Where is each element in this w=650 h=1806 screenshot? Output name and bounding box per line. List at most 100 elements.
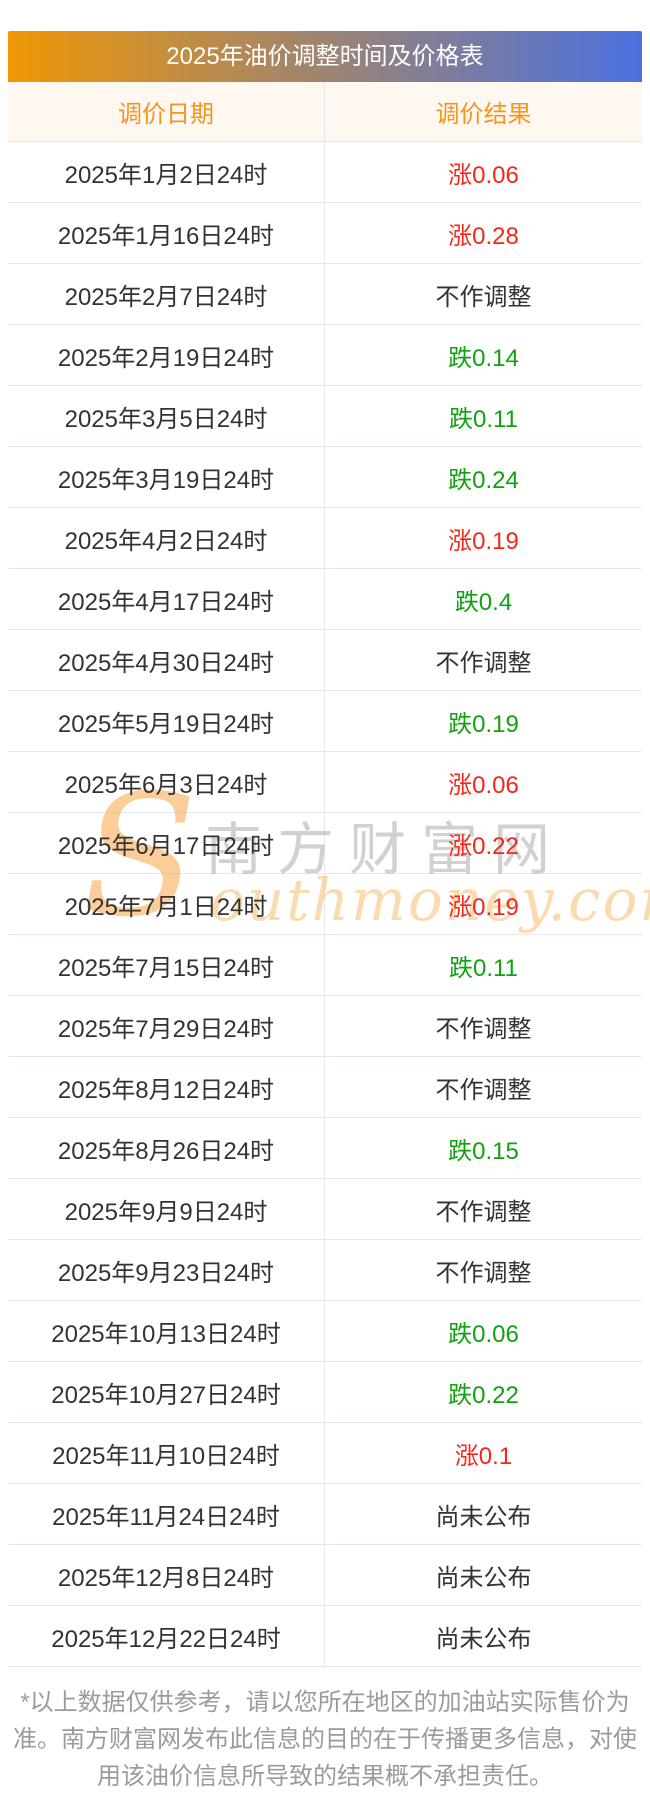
table-row: 2025年11月24日24时 尚未公布 [8, 1484, 642, 1545]
date-cell: 2025年4月2日24时 [8, 508, 325, 568]
result-cell: 涨0.06 [325, 752, 642, 812]
table-row: 2025年6月3日24时 涨0.06 [8, 752, 642, 813]
table-row: 2025年7月15日24时 跌0.11 [8, 935, 642, 996]
date-value: 2025年3月19日24时 [57, 466, 275, 494]
date-value: 2025年1月16日24时 [57, 222, 275, 250]
result-value: 尚未公布 [435, 1625, 532, 1653]
result-value: 跌0.11 [449, 954, 518, 982]
table-row: 2025年1月16日24时 涨0.28 [8, 203, 642, 264]
date-value: 2025年6月17日24时 [57, 832, 275, 860]
table-row: 2025年10月27日24时 跌0.22 [8, 1362, 642, 1423]
result-value: 不作调整 [435, 1015, 532, 1043]
table-row: 2025年7月1日24时 涨0.19 [8, 874, 642, 935]
table-row: 2025年9月23日24时 不作调整 [8, 1240, 642, 1301]
result-value: 跌0.06 [448, 1320, 519, 1348]
date-value: 2025年10月13日24时 [51, 1320, 281, 1348]
table-row: 2025年11月10日24时 涨0.1 [8, 1423, 642, 1484]
date-value: 2025年4月17日24时 [57, 588, 275, 616]
date-value: 2025年9月9日24时 [64, 1198, 268, 1226]
result-cell: 尚未公布 [325, 1545, 642, 1605]
date-cell: 2025年1月2日24时 [8, 142, 325, 202]
table-header-row: 调价日期 调价结果 [8, 82, 642, 142]
table-row: 2025年3月19日24时 跌0.24 [8, 447, 642, 508]
result-cell: 跌0.11 [325, 935, 642, 995]
result-cell: 尚未公布 [325, 1484, 642, 1544]
date-cell: 2025年7月15日24时 [8, 935, 325, 995]
date-value: 2025年6月3日24时 [64, 771, 268, 799]
result-cell: 涨0.22 [325, 813, 642, 873]
column-header-result-label: 调价结果 [435, 101, 532, 128]
result-cell: 涨0.28 [325, 203, 642, 263]
result-cell: 跌0.11 [325, 386, 642, 446]
date-cell: 2025年7月1日24时 [8, 874, 325, 934]
date-cell: 2025年10月13日24时 [8, 1301, 325, 1361]
date-cell: 2025年4月17日24时 [8, 569, 325, 629]
date-cell: 2025年8月12日24时 [8, 1057, 325, 1117]
result-cell: 不作调整 [325, 1240, 642, 1300]
result-cell: 跌0.06 [325, 1301, 642, 1361]
result-cell: 跌0.14 [325, 325, 642, 385]
date-value: 2025年8月26日24时 [57, 1137, 275, 1165]
result-value: 跌0.24 [448, 466, 519, 494]
table-row: 2025年12月8日24时 尚未公布 [8, 1545, 642, 1606]
result-value: 不作调整 [435, 283, 532, 311]
table-row: 2025年8月12日24时 不作调整 [8, 1057, 642, 1118]
date-value: 2025年2月7日24时 [64, 283, 268, 311]
result-cell: 跌0.15 [325, 1118, 642, 1178]
result-value: 跌0.22 [448, 1381, 519, 1409]
date-cell: 2025年6月17日24时 [8, 813, 325, 873]
result-value: 跌0.19 [448, 710, 519, 738]
result-value: 涨0.22 [448, 832, 519, 860]
date-value: 2025年12月22日24时 [51, 1625, 281, 1653]
table-row: 2025年2月7日24时 不作调整 [8, 264, 642, 325]
date-value: 2025年4月2日24时 [64, 527, 268, 555]
date-cell: 2025年12月22日24时 [8, 1606, 325, 1666]
result-cell: 涨0.1 [325, 1423, 642, 1483]
disclaimer-text: *以上数据仅供参考，请以您所在地区的加油站实际售价为准。南方财富网发布此信息的目… [13, 1689, 637, 1790]
date-value: 2025年11月24日24时 [52, 1503, 280, 1531]
date-value: 2025年7月1日24时 [64, 893, 268, 921]
date-cell: 2025年1月16日24时 [8, 203, 325, 263]
result-value: 不作调整 [435, 1076, 532, 1104]
result-value: 涨0.28 [448, 222, 519, 250]
result-cell: 不作调整 [325, 1179, 642, 1239]
result-value: 不作调整 [435, 649, 532, 677]
table-row: 2025年4月2日24时 涨0.19 [8, 508, 642, 569]
result-cell: 跌0.4 [325, 569, 642, 629]
table-row: 2025年4月30日24时 不作调整 [8, 630, 642, 691]
result-value: 尚未公布 [435, 1564, 532, 1592]
column-header-date-label: 调价日期 [118, 101, 214, 128]
table-row: 2025年3月5日24时 跌0.11 [8, 386, 642, 447]
result-value: 尚未公布 [435, 1503, 532, 1531]
table-body: 2025年1月2日24时 涨0.06 2025年1月16日24时 涨0.28 2… [8, 142, 642, 1667]
date-cell: 2025年5月19日24时 [8, 691, 325, 751]
date-value: 2025年10月27日24时 [51, 1381, 281, 1409]
date-cell: 2025年9月9日24时 [8, 1179, 325, 1239]
date-value: 2025年7月29日24时 [57, 1015, 275, 1043]
result-cell: 跌0.19 [325, 691, 642, 751]
date-cell: 2025年8月26日24时 [8, 1118, 325, 1178]
result-value: 不作调整 [435, 1259, 532, 1287]
result-cell: 跌0.24 [325, 447, 642, 507]
result-value: 跌0.11 [449, 405, 518, 433]
table-title-bar: 2025年油价调整时间及价格表 [8, 31, 642, 82]
date-cell: 2025年3月19日24时 [8, 447, 325, 507]
result-cell: 不作调整 [325, 1057, 642, 1117]
table-row: 2025年8月26日24时 跌0.15 [8, 1118, 642, 1179]
result-cell: 不作调整 [325, 630, 642, 690]
column-header-date: 调价日期 [8, 82, 325, 141]
result-value: 涨0.06 [448, 771, 519, 799]
table-row: 2025年7月29日24时 不作调整 [8, 996, 642, 1057]
date-value: 2025年8月12日24时 [57, 1076, 275, 1104]
price-table-card: 2025年油价调整时间及价格表 调价日期 调价结果 2025年1月2日24时 涨… [8, 31, 642, 1667]
date-value: 2025年12月8日24时 [57, 1564, 275, 1592]
date-cell: 2025年9月23日24时 [8, 1240, 325, 1300]
date-value: 2025年2月19日24时 [57, 344, 275, 372]
date-cell: 2025年7月29日24时 [8, 996, 325, 1056]
date-value: 2025年5月19日24时 [57, 710, 275, 738]
table-row: 2025年9月9日24时 不作调整 [8, 1179, 642, 1240]
date-value: 2025年1月2日24时 [64, 161, 268, 189]
table-row: 2025年6月17日24时 涨0.22 [8, 813, 642, 874]
result-value: 涨0.19 [448, 527, 519, 555]
table-row: 2025年1月2日24时 涨0.06 [8, 142, 642, 203]
